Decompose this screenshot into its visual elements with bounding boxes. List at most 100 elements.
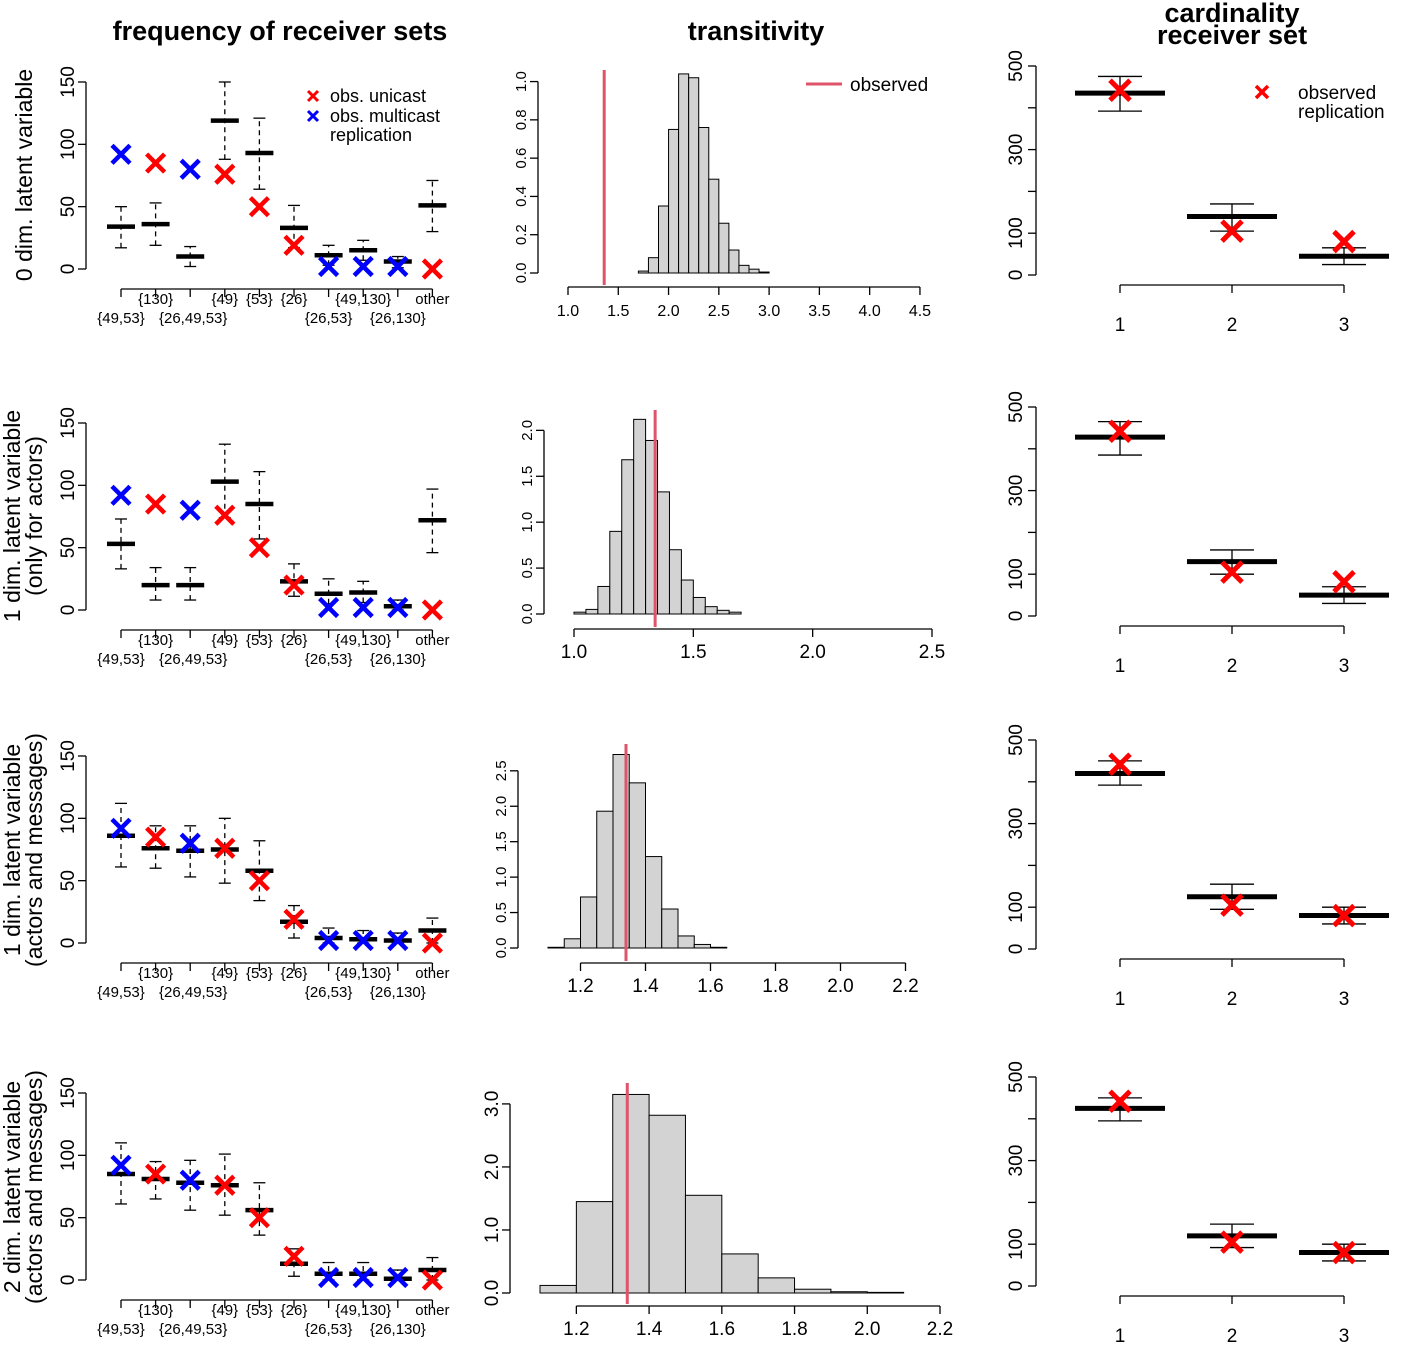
histogram-bar [575,1201,614,1294]
freq-x-tick-label: {26,49,53} [159,984,227,1001]
freq-x-tick-label: {130} [138,632,173,649]
freq-observed-multicast-mark-stroke-b [352,929,374,952]
transitivity-x-tick-label: 2.0 [799,642,825,663]
freq-x-tick-label: other [415,965,449,982]
freq-x-tick-label: {26,53} [305,1321,353,1338]
cardinality-panel-2: 0 100 300 500 1 2 3 [1006,391,1389,677]
freq-observed-unicast-mark [248,1207,270,1229]
cardinality-y-tick-label: 100 [1006,217,1027,249]
freq-y-tick-label: 150 [58,1077,79,1109]
freq-observed-multicast-mark-stroke-b [387,596,409,619]
legend-unicast-mark [306,89,320,103]
row-label-line: 1 dim. latent variable [0,744,25,956]
cardinality-panel-4: 0 100 300 500 1 2 3 [1006,1061,1389,1347]
freq-x-tick-label: {49,53} [97,310,145,327]
freq-observed-multicast-mark-stroke-b [318,596,340,619]
histogram-bar [684,1194,723,1294]
row-label-line: 2 dim. latent variable [0,1081,25,1293]
transitivity-x-tick-label: 1.8 [762,976,788,997]
freq-y-tick-label: 50 [58,537,79,558]
freq-x-tick-label: {130} [138,291,173,308]
transitivity-y-tick-label: 0.4 [513,186,530,207]
freq-observed-multicast-mark-stroke-b [110,143,132,165]
cardinality-y-tick-label: 300 [1006,1145,1027,1177]
legend-card-observed-mark [1254,84,1270,100]
freq-x-tick-label: {49,130} [335,632,391,649]
cardinality-x-tick-label: 3 [1339,315,1350,336]
histogram-bar [648,1114,686,1294]
freq-observed-multicast-mark-stroke-b [352,1266,374,1289]
histogram-bar [580,896,598,949]
histogram-bar [645,856,663,949]
cardinality-observed-mark-stroke-b [1332,1240,1356,1265]
freq-observed-multicast-mark-stroke-b [318,1266,340,1289]
row-label-line: (actors and messages) [21,733,47,967]
freq-x-tick-label: {130} [138,965,173,982]
freq-observed-unicast-mark-stroke-b [145,152,167,174]
freq-observed-unicast-mark-stroke-b [214,837,236,859]
freq-observed-unicast-mark-stroke-b [421,599,443,621]
cardinality-observed-mark [1332,1240,1356,1265]
transitivity-y-tick-label: 2.0 [493,796,510,817]
transitivity-x-tick-label: 1.4 [636,1319,663,1340]
histogram-bar [830,1291,868,1294]
freq-observed-multicast-mark-stroke-b [352,596,374,619]
cardinality-y-tick-label: 0 [1006,611,1027,622]
histogram-bar [757,1277,796,1294]
freq-y-tick-label: 0 [58,264,79,275]
freq-observed-multicast-mark [179,499,201,521]
transitivity-x-tick-label: 1.5 [680,642,706,663]
transitivity-panel-1: 1.0 1.5 2.0 2.5 3.0 3.5 4.0 4.5 0.0 0.2 0.4 0.6 0.8 1… [513,70,931,320]
transitivity-panel-3: 1.2 1.4 1.6 1.8 2.0 2.2 0.0 0.5 1.0 1.5 2.0 2.5 [493,744,919,997]
histogram-bar [866,1291,905,1294]
cardinality-observed-mark-stroke-b [1220,893,1244,917]
row-label-line: 0 dim. latent variable [11,69,37,281]
histogram-bar [716,609,730,615]
histogram-bar [668,549,682,615]
freq-observed-multicast-mark [387,929,409,952]
transitivity-x-tick-label: 4.5 [909,303,931,320]
freq-x-tick-label: {49,53} [97,984,145,1001]
freq-x-tick-label: {26} [281,632,308,649]
freq-x-tick-label: {49,53} [97,651,145,668]
histogram-bar [693,943,711,949]
transitivity-y-tick-label: 2.0 [482,1154,503,1180]
legend-unicast-mark-stroke-b [306,89,320,103]
histogram-bar [677,935,695,949]
transitivity-x-tick-label: 1.0 [561,642,587,663]
row-label-line: (actors and messages) [21,1070,47,1304]
transitivity-y-tick-label: 1.0 [482,1217,503,1243]
freq-y-tick-label: 50 [58,870,79,891]
freq-panel-2: 0 50 100 150 {130} {49} {53} {26} {49,130} other {… [58,407,450,668]
cardinality-observed-mark [1108,752,1132,777]
transitivity-y-tick-label: 1.5 [519,466,536,487]
legend-card-replication-label: replication [1298,102,1385,123]
freq-observed-multicast-mark-stroke-b [352,255,374,278]
legend-multicast-label: obs. multicast [330,106,440,126]
cardinality-y-tick-label: 500 [1006,50,1027,82]
transitivity-x-tick-label: 2.2 [892,976,918,997]
cardinality-observed-mark [1332,903,1356,928]
freq-observed-unicast-mark-stroke-b [421,1269,443,1291]
transitivity-x-tick-label: 1.6 [697,976,723,997]
freq-observed-multicast-mark-stroke-b [110,817,132,839]
cardinality-x-tick-label: 1 [1115,1326,1126,1347]
freq-observed-unicast-mark [145,152,167,174]
freq-y-tick-label: 0 [58,938,79,949]
transitivity-x-tick-label: 2.5 [708,303,730,320]
cardinality-y-tick-label: 300 [1006,134,1027,166]
transitivity-y-tick-label: 0.0 [513,263,530,284]
histogram-bar [563,938,581,949]
freq-observed-unicast-mark [145,493,167,515]
freq-x-tick-label: {49,130} [335,965,391,982]
freq-observed-multicast-mark [387,596,409,619]
freq-x-tick-label: {26,53} [305,651,353,668]
histogram-bar [680,579,694,615]
freq-observed-multicast-mark [318,929,340,952]
cardinality-observed-mark-stroke-b [1332,569,1356,594]
transitivity-y-tick-label: 3.0 [482,1091,503,1117]
cardinality-y-tick-label: 300 [1006,808,1027,840]
cardinality-observed-mark-stroke-b [1108,1089,1132,1114]
cardinality-observed-mark-stroke-b [1332,903,1356,928]
